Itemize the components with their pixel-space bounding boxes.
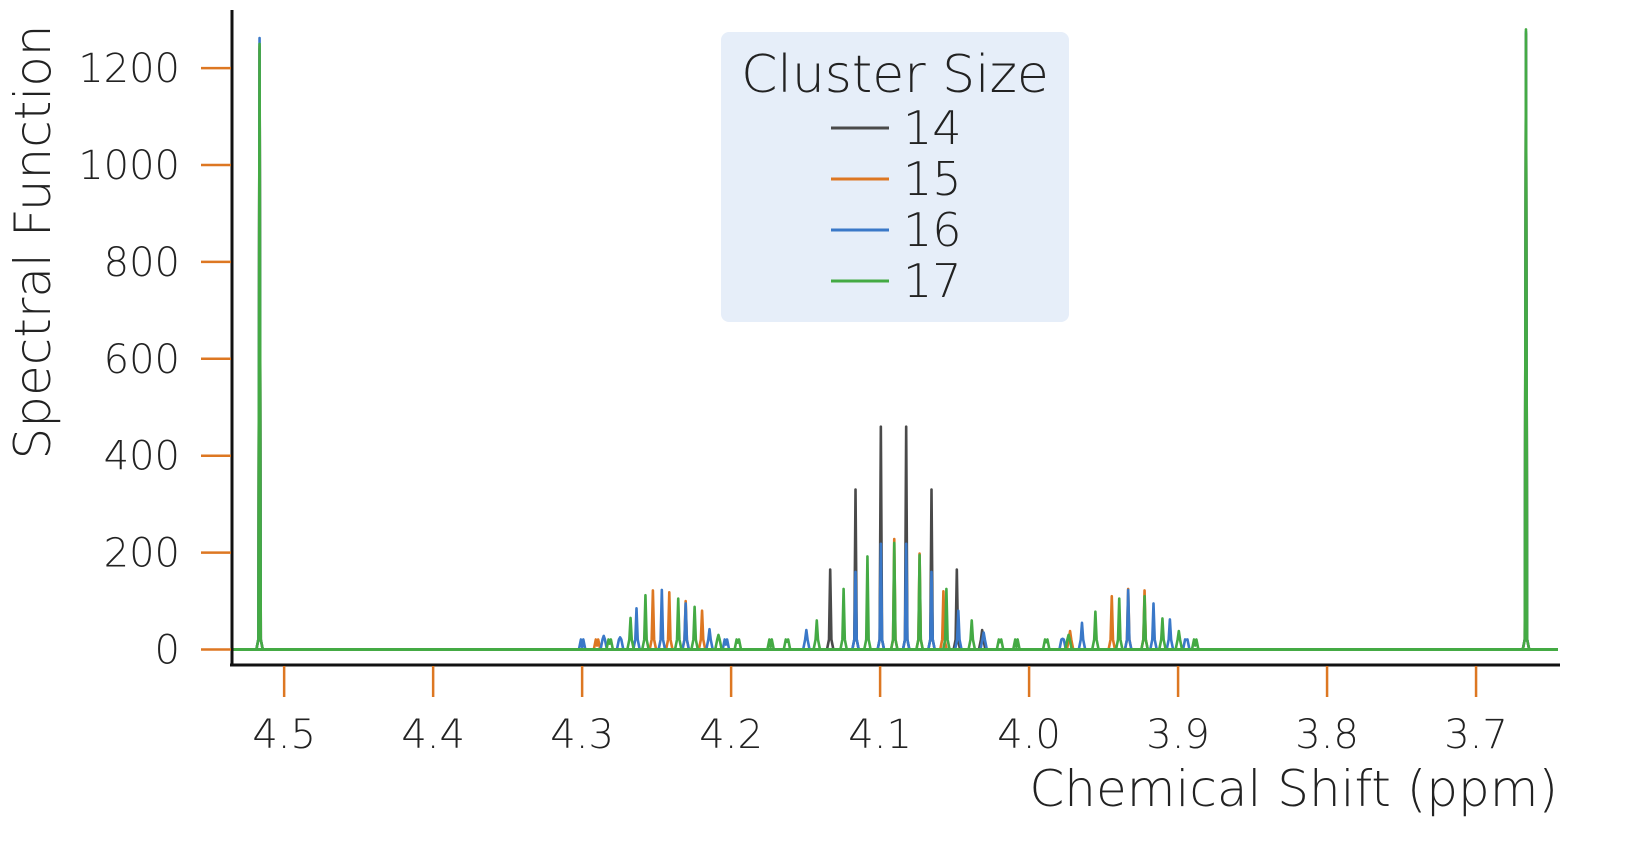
peak	[979, 631, 989, 650]
y-tick-label: 800	[104, 240, 180, 286]
y-tick-label: 1200	[78, 46, 180, 92]
peak	[1521, 28, 1531, 650]
peak	[1149, 602, 1158, 650]
peak	[648, 589, 658, 650]
x-tick-label: 4.0	[997, 712, 1061, 758]
y-tick-label: 1000	[78, 143, 180, 189]
peak	[1011, 638, 1021, 650]
peak	[697, 609, 707, 650]
peak	[1174, 629, 1184, 650]
legend-title: Cluster Size	[741, 45, 1049, 105]
peak	[705, 627, 714, 650]
y-axis-label: Spectral Function	[4, 25, 62, 460]
peak	[626, 616, 636, 650]
peak	[1140, 594, 1150, 650]
peak	[915, 553, 925, 650]
peak	[953, 609, 963, 650]
peak	[782, 638, 792, 650]
peak	[1181, 638, 1191, 650]
peak	[977, 628, 987, 650]
peak	[577, 638, 587, 650]
peak	[901, 542, 911, 650]
x-tick-label: 3.9	[1146, 712, 1210, 758]
peak	[825, 568, 835, 650]
peak	[713, 633, 723, 650]
peak	[967, 619, 977, 650]
legend-label-15: 15	[903, 152, 962, 206]
peak	[766, 638, 776, 650]
plot-area	[233, 28, 1558, 651]
x-tick-label: 4.5	[252, 712, 316, 758]
peak	[640, 593, 650, 650]
peak	[1157, 617, 1167, 650]
peak	[812, 619, 822, 650]
peak	[839, 587, 849, 650]
peak	[605, 638, 615, 650]
x-axis-label: Chemical Shift (ppm)	[1029, 760, 1558, 818]
x-tick-label: 3.8	[1295, 712, 1359, 758]
peak	[1114, 597, 1124, 650]
peak	[657, 588, 667, 650]
peak	[664, 591, 674, 650]
peak	[851, 570, 860, 650]
y-tick-label: 0	[155, 627, 180, 673]
y-tick-label: 200	[104, 531, 180, 577]
peak	[592, 638, 602, 650]
peak	[862, 555, 872, 650]
series-17	[233, 28, 1558, 651]
peak	[1190, 638, 1200, 650]
legend-box	[721, 32, 1069, 322]
y-axis-ticks: 0 200 400 600 800 1000 1200	[78, 46, 231, 673]
peak	[681, 602, 691, 650]
legend-label-16: 16	[903, 203, 962, 257]
peak	[995, 638, 1005, 650]
peak	[255, 42, 265, 650]
peak	[615, 636, 625, 650]
legend-label-14: 14	[903, 101, 962, 155]
peak	[1123, 588, 1133, 650]
peak	[1165, 618, 1175, 650]
peak	[733, 638, 743, 650]
x-tick-label: 4.1	[848, 712, 912, 758]
peak	[1077, 621, 1087, 650]
peak	[952, 568, 962, 650]
peak	[1107, 594, 1117, 650]
peak	[632, 606, 641, 650]
peak	[690, 605, 700, 650]
peak	[927, 570, 936, 650]
peak	[1041, 638, 1051, 650]
peak	[673, 597, 683, 650]
peak	[889, 541, 899, 650]
peak	[1090, 610, 1100, 650]
peak	[1064, 633, 1074, 650]
x-tick-label: 3.7	[1444, 712, 1508, 758]
y-tick-label: 600	[104, 337, 180, 383]
x-tick-label: 4.2	[699, 712, 763, 758]
x-axis-ticks: 4.5 4.4 4.3 4.2 4.1 4.0 3.9 3.8 3.7	[252, 666, 1508, 758]
legend-label-17: 17	[903, 254, 962, 308]
y-tick-label: 400	[104, 434, 180, 480]
peak	[599, 634, 609, 650]
peak	[876, 542, 886, 650]
peak	[941, 587, 951, 650]
peak	[1058, 637, 1068, 650]
peak	[1065, 629, 1075, 650]
peak	[721, 638, 731, 650]
x-tick-label: 4.4	[401, 712, 465, 758]
peak	[801, 628, 811, 650]
x-tick-label: 4.3	[550, 712, 614, 758]
